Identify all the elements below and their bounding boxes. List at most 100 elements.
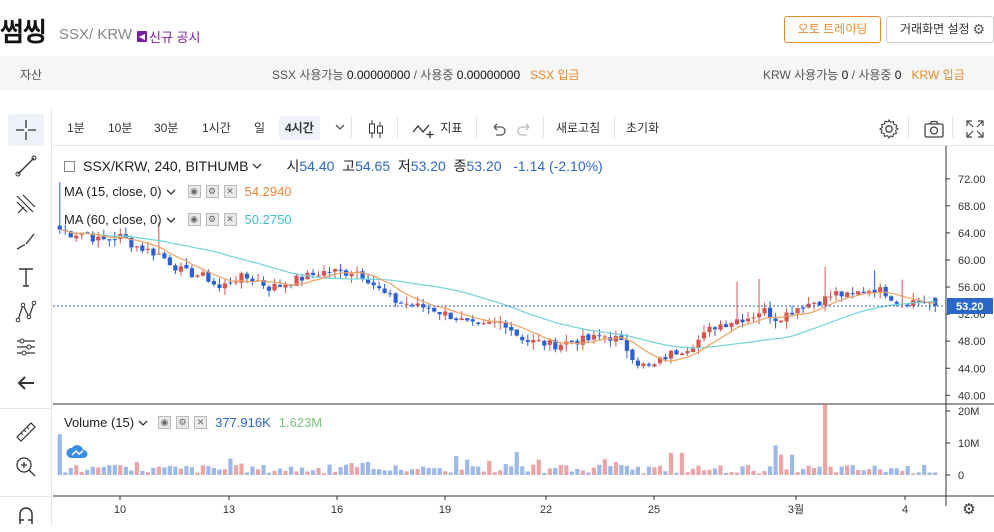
redo-icon: [517, 123, 530, 136]
ma15-label[interactable]: MA (15, close, 0): [64, 184, 162, 199]
indicators-label: 지표: [440, 121, 463, 135]
interval-1h[interactable]: 1시간: [202, 121, 231, 135]
magnet-tool[interactable]: [8, 500, 44, 532]
candle-body: [189, 268, 194, 278]
price-tick-label: 48.00: [958, 336, 986, 348]
candle-body: [933, 297, 938, 306]
chevron-down-icon: [335, 124, 345, 130]
volume-bar: [481, 471, 486, 475]
chart-type-button[interactable]: [361, 116, 391, 140]
refresh-button[interactable]: 새로고침: [556, 121, 601, 135]
volume-bar: [288, 466, 294, 475]
volume-bar: [233, 465, 239, 475]
prediction-tool[interactable]: [8, 331, 44, 363]
reset-button[interactable]: 초기화: [626, 121, 660, 135]
low-value: 53.20: [410, 158, 446, 174]
eye-icon[interactable]: ◉: [187, 213, 201, 226]
notice-label: 신규 공시: [149, 30, 201, 45]
volume-label[interactable]: Volume (15): [64, 415, 135, 430]
volume-bar: [834, 472, 839, 475]
ruler-tool[interactable]: [8, 416, 44, 448]
chart-settings-button[interactable]: [872, 116, 906, 140]
volume-bar: [630, 469, 635, 475]
price-tick-label: 64.00: [958, 228, 986, 240]
krw-deposit-link[interactable]: KRW 입금: [911, 68, 965, 82]
volume-bar: [922, 464, 927, 475]
auto-trading-button[interactable]: 오토 트레이딩: [784, 16, 881, 43]
volume-bar: [134, 462, 139, 475]
volume-bar: [167, 465, 172, 475]
volume-bar: [327, 464, 332, 475]
candle-body: [751, 317, 756, 319]
candle-body: [410, 304, 415, 306]
close-icon[interactable]: ✕: [223, 213, 237, 226]
redo-button[interactable]: [511, 116, 539, 140]
ssx-deposit-link[interactable]: SSX 입금: [530, 68, 580, 82]
pattern-tool[interactable]: [8, 296, 44, 328]
candle-body: [867, 291, 872, 294]
indicators-button[interactable]: 지표: [405, 116, 468, 140]
eye-icon[interactable]: ◉: [158, 416, 172, 429]
candle-body: [250, 278, 255, 282]
trendline-tool[interactable]: [8, 150, 44, 182]
gear-icon[interactable]: ⚙: [205, 213, 219, 226]
volume-bar: [63, 472, 68, 475]
close-icon[interactable]: ✕: [194, 416, 208, 429]
ma60-label[interactable]: MA (60, close, 0): [64, 212, 162, 227]
gear-icon[interactable]: ⚙: [205, 185, 219, 198]
chevron-down-icon[interactable]: [166, 187, 176, 197]
candle-body: [239, 273, 244, 283]
chart-area[interactable]: 72.00 68.00 64.00 60.00 56.00 52.00 48.00 44.00…: [53, 146, 994, 526]
fib-tool[interactable]: [8, 188, 44, 220]
text-tool[interactable]: [8, 261, 44, 293]
interval-30m[interactable]: 30분: [154, 121, 179, 135]
brush-tool[interactable]: [8, 225, 44, 257]
zoom-in-icon: [16, 457, 36, 477]
symbol-label[interactable]: SSX/KRW, 240, BITHUMB: [83, 158, 249, 174]
volume-bar: [641, 473, 646, 475]
close-icon[interactable]: ✕: [223, 185, 237, 198]
ma60-line: [59, 229, 936, 349]
volume-bar: [68, 467, 73, 475]
back-tool[interactable]: [8, 367, 44, 399]
screen-settings-button[interactable]: 거래화면 설정 ⚙: [886, 16, 994, 43]
undo-button[interactable]: [484, 116, 512, 140]
interval-dropdown[interactable]: [329, 116, 351, 140]
candle-body: [762, 308, 767, 314]
candle-body: [668, 350, 674, 359]
new-notice-link[interactable]: ◀ 신규 공시: [137, 27, 200, 46]
axis-settings-icon[interactable]: ⚙: [962, 500, 975, 518]
interval-10m[interactable]: 10분: [108, 121, 133, 135]
candle-body: [845, 292, 850, 298]
interval-1m[interactable]: 1분: [67, 121, 85, 135]
candle-body: [547, 340, 552, 345]
candle-body: [883, 286, 888, 297]
volume-bar: [266, 472, 272, 475]
zoom-tool[interactable]: [8, 451, 44, 483]
screenshot-button[interactable]: [917, 116, 951, 140]
chevron-down-icon[interactable]: [138, 418, 148, 428]
candle-body: [294, 275, 299, 286]
chevron-down-icon[interactable]: [252, 161, 262, 171]
interval-1d[interactable]: 일: [254, 121, 266, 135]
volume-bar: [377, 469, 382, 475]
volume-bar: [795, 472, 800, 475]
interval-4h[interactable]: 4시간: [279, 116, 320, 140]
eye-icon[interactable]: ◉: [187, 185, 201, 198]
price-chart[interactable]: 72.0068.0064.0060.0056.0052.0048.0044.00…: [53, 146, 994, 526]
candle-body: [663, 357, 668, 360]
volume-bar: [250, 466, 255, 475]
gear-icon[interactable]: ⚙: [176, 416, 190, 429]
toolbar-divider: [351, 116, 352, 138]
chevron-down-icon[interactable]: [166, 215, 176, 225]
volume-bar: [459, 469, 464, 475]
cloud-icon: [66, 445, 88, 458]
collapse-icon[interactable]: [64, 160, 75, 172]
volume-bar: [399, 469, 404, 475]
volume-bar: [74, 465, 79, 475]
crosshair-tool[interactable]: [8, 114, 44, 146]
volume-bar: [729, 472, 734, 475]
candle-body: [222, 283, 228, 289]
volume-bar: [933, 472, 938, 475]
fullscreen-button[interactable]: [959, 116, 991, 140]
